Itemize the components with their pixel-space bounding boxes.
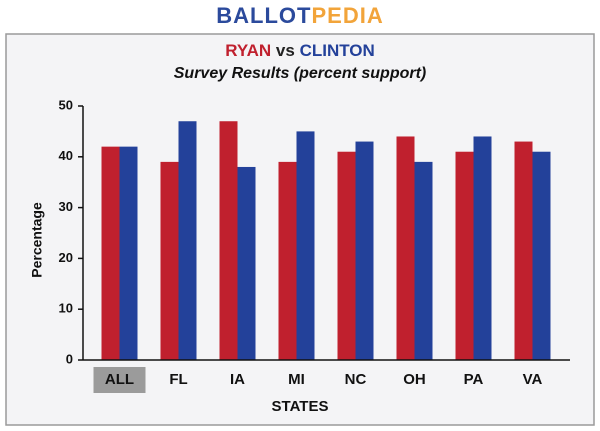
x-tick-label: FL	[169, 371, 187, 388]
chart-title: RYAN vs CLINTON	[225, 41, 375, 60]
bar	[101, 146, 120, 360]
bar	[219, 121, 238, 361]
bar	[337, 151, 356, 360]
x-axis-label: STATES	[272, 398, 329, 415]
x-tick-label: NC	[345, 371, 367, 388]
y-tick-label: 50	[59, 97, 73, 112]
y-tick-label: 40	[59, 148, 73, 163]
bar	[296, 131, 315, 360]
bar	[414, 161, 433, 360]
title-connector: vs	[276, 41, 295, 60]
bar	[178, 121, 197, 361]
bar	[119, 146, 138, 360]
category-highlight	[93, 367, 146, 393]
bar	[514, 141, 533, 360]
title-series: CLINTON	[300, 41, 375, 60]
y-tick-label: 10	[59, 301, 73, 316]
title-series: RYAN	[225, 41, 271, 60]
chart-subtitle: Survey Results (percent support)	[174, 65, 427, 82]
bar	[237, 166, 256, 360]
y-tick-label: 0	[66, 351, 73, 366]
bar	[278, 161, 297, 360]
x-tick-label: PA	[464, 371, 484, 388]
brand-logo: BALLOTPEDIA	[216, 3, 383, 28]
bar	[532, 151, 551, 360]
bar	[455, 151, 474, 360]
bar	[473, 136, 492, 360]
x-tick-label: IA	[230, 371, 245, 388]
y-tick-label: 20	[59, 250, 73, 265]
y-tick-label: 30	[59, 199, 73, 214]
brand-part: PEDIA	[311, 3, 383, 28]
bar	[396, 136, 415, 360]
bar	[160, 161, 179, 360]
y-axis-label: Percentage	[29, 202, 45, 278]
brand-part: BALLOT	[216, 3, 311, 28]
x-tick-label: VA	[523, 371, 543, 388]
x-tick-label: MI	[288, 371, 305, 388]
x-tick-label: OH	[403, 371, 426, 388]
x-tick-label: ALL	[105, 371, 134, 388]
bar	[355, 141, 374, 360]
